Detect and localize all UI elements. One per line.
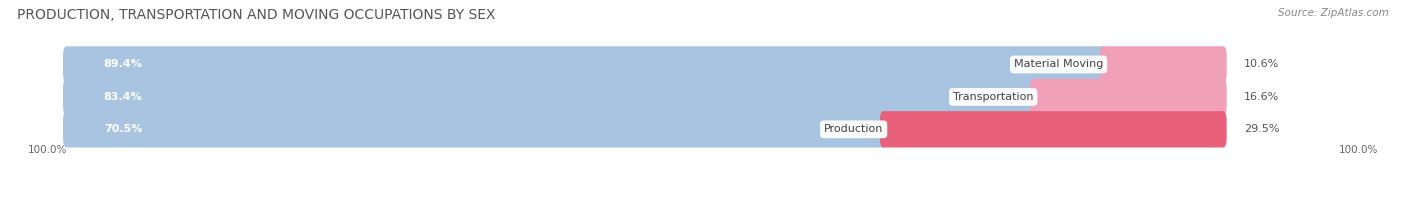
Text: 10.6%: 10.6%: [1244, 59, 1279, 69]
Text: 100.0%: 100.0%: [1339, 145, 1378, 155]
Text: 89.4%: 89.4%: [104, 59, 142, 69]
FancyBboxPatch shape: [63, 118, 1226, 140]
Text: Production: Production: [824, 124, 883, 134]
FancyBboxPatch shape: [63, 111, 887, 148]
Text: 100.0%: 100.0%: [28, 145, 67, 155]
FancyBboxPatch shape: [1031, 79, 1226, 115]
FancyBboxPatch shape: [63, 46, 1107, 83]
FancyBboxPatch shape: [880, 111, 1226, 148]
FancyBboxPatch shape: [63, 86, 1226, 108]
Text: Material Moving: Material Moving: [1014, 59, 1104, 69]
Text: 16.6%: 16.6%: [1244, 92, 1279, 102]
Text: Source: ZipAtlas.com: Source: ZipAtlas.com: [1278, 8, 1389, 18]
Text: 29.5%: 29.5%: [1244, 124, 1279, 134]
Text: PRODUCTION, TRANSPORTATION AND MOVING OCCUPATIONS BY SEX: PRODUCTION, TRANSPORTATION AND MOVING OC…: [17, 8, 495, 22]
FancyBboxPatch shape: [63, 79, 1038, 115]
Text: 83.4%: 83.4%: [104, 92, 142, 102]
FancyBboxPatch shape: [1099, 46, 1226, 83]
Text: 70.5%: 70.5%: [104, 124, 142, 134]
Text: Transportation: Transportation: [953, 92, 1033, 102]
FancyBboxPatch shape: [63, 53, 1226, 75]
